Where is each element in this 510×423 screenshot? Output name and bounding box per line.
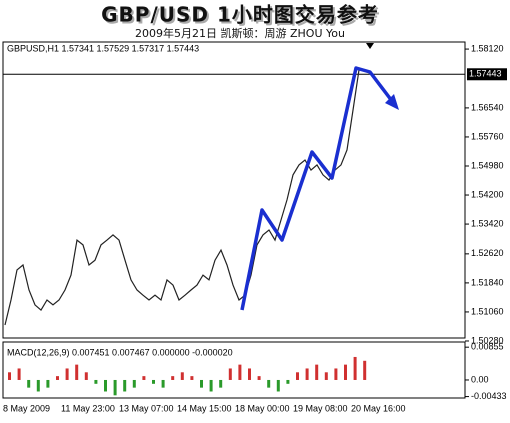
x-tick-label: 13 May 07:00 [119,403,174,413]
arrow-head [385,94,399,110]
macd-bar [132,379,136,388]
macd-bar [209,379,213,392]
price-frame [2,41,466,339]
y-tick-label: 0.00 [471,374,489,384]
x-tick-label: 18 May 00:00 [235,403,290,413]
y-tick-label: 1.54200 [471,189,504,199]
macd-bar [363,360,367,380]
y-tick-label: 1.50280 [471,335,504,345]
macd-bar [171,376,175,380]
macd-bar [56,376,59,380]
y-tick-label: 0.00855 [471,342,504,352]
macd-bar [8,372,11,380]
symbol-header: GBPUSD,H1 1.57341 1.57529 1.57317 1.5744… [7,43,199,53]
macd-bar [94,379,98,384]
price-line [4,69,372,326]
y-tick-label: 1.56540 [471,102,504,112]
macd-bar [267,379,271,388]
macd-bar [305,368,309,380]
y-tick-label: 1.51840 [471,277,504,287]
macd-bar [324,372,328,380]
macd-bar [228,368,232,380]
macd-bar [46,379,50,388]
macd-bar [200,379,203,388]
macd-bar [180,372,184,380]
trend-annotation [240,66,397,311]
macd-bar [286,379,290,384]
subtitle: 2009年5月21日 凯斯顿：周游 ZHOU You [135,26,345,40]
x-tick-label: 19 May 08:00 [293,403,348,413]
macd-bar [190,376,194,380]
macd-bar [276,379,280,392]
title-shadow: GBP/USD 1小时图交易参考 [103,5,381,29]
macd-bar [238,364,242,380]
x-tick-label: 11 May 23:00 [61,403,115,413]
macd-bar [344,364,347,380]
macd-bar [104,379,107,392]
y-tick-label: 1.55760 [471,131,504,141]
macd-bar [315,364,319,380]
macd-bar [27,379,31,388]
macd-bar [296,372,299,380]
y-tick-label: -0.00433 [471,391,507,401]
y-tick-label: 1.54980 [471,160,504,170]
last-price-box [467,68,507,81]
macd-bar [36,379,40,392]
macd-bar [75,364,79,380]
x-tick-label: 8 May 2009 [3,403,50,413]
chart-title: GBP/USD 1小时图交易参考 [101,3,379,27]
y-tick-label: 1.51060 [471,306,504,316]
y-tick-label: 1.52620 [471,248,504,258]
macd-bar [334,368,338,380]
macd-bar [353,356,357,380]
x-tick-label: 14 May 15:00 [177,403,232,413]
macd-bar [248,368,251,380]
y-tick-label: 1.53420 [471,218,504,228]
macd-bar [123,379,127,392]
y-tick-label: 1.58120 [471,43,504,53]
macd-bar [113,379,117,396]
macd-bar [17,368,21,380]
macd-title: MACD(12,26,9) 0.007451 0.007467 0.000000… [7,347,233,357]
macd-bar [84,372,88,380]
x-tick-label: 20 May 16:00 [351,403,406,413]
marker [366,43,374,49]
last-price-label: 1.57443 [469,69,502,79]
macd-bar [219,379,223,388]
macd-bar [65,368,69,380]
macd-bar [152,379,155,384]
macd-bar [257,376,261,380]
macd-frame [2,341,466,399]
macd-bar [161,379,165,388]
macd-bar [142,376,146,380]
